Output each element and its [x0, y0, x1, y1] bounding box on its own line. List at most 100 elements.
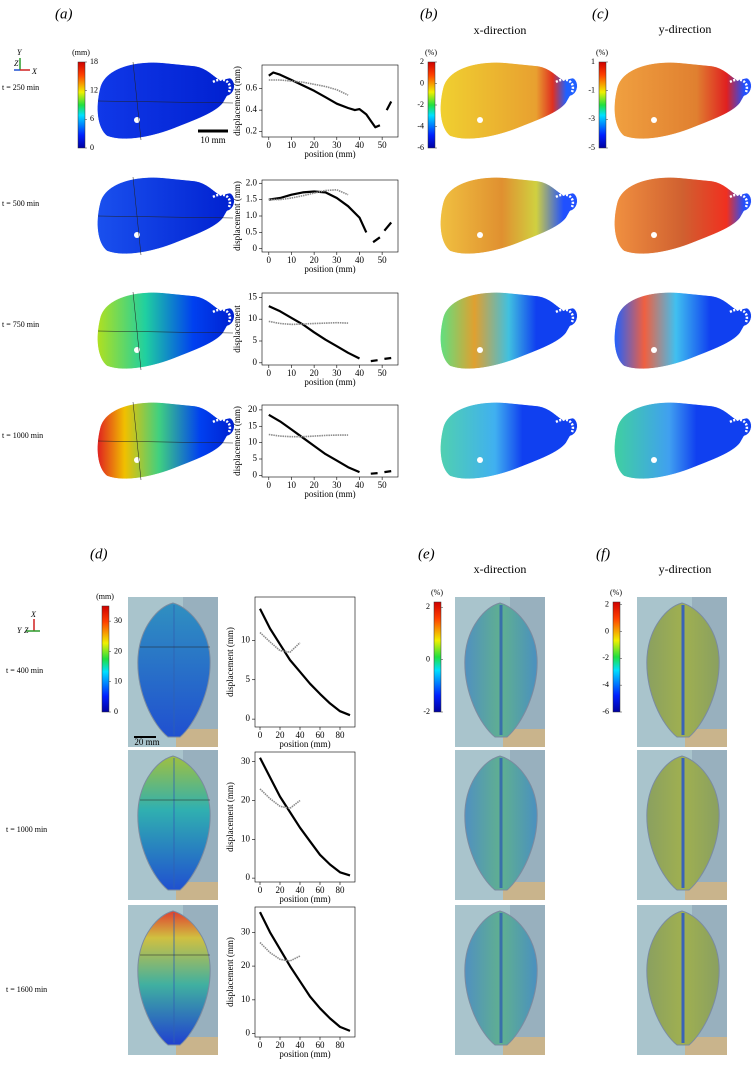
x-tick-label: 60: [316, 1040, 326, 1050]
x-tick-label: 10: [287, 140, 297, 150]
colorbar-tick-label: 0: [426, 654, 430, 663]
y-tick-label: 10: [248, 313, 258, 323]
colorbar: [77, 61, 86, 149]
data-line: [268, 71, 393, 129]
map-surface: [614, 62, 752, 140]
x-tick-label: 0: [258, 1040, 263, 1050]
colorbar-tick-label: -2: [417, 100, 424, 109]
wood-block: [685, 882, 727, 900]
axis-indicator-label: Z: [14, 59, 19, 68]
panel-label: (d): [90, 546, 108, 562]
map-hole: [134, 347, 140, 353]
x-tick-label: 60: [316, 730, 326, 740]
y-tick-label: 0.6: [246, 83, 258, 93]
map-surface: [440, 402, 578, 480]
time-label: t = 500 min: [2, 199, 39, 208]
scale-bar-label: 10 mm: [200, 135, 225, 145]
map-surface: [97, 402, 235, 480]
x-tick-label: 30: [332, 480, 342, 490]
map-surface: [614, 292, 752, 370]
x-tick-label: 40: [355, 368, 365, 378]
y-tick-label: 10: [241, 634, 251, 644]
map-surface: [97, 62, 235, 140]
x-tick-label: 30: [332, 368, 342, 378]
x-axis-label: position (mm): [279, 1049, 330, 1059]
map-hole: [651, 457, 657, 463]
field-map: [440, 177, 578, 255]
wood-block: [176, 882, 218, 900]
wood-block: [503, 729, 545, 747]
y-tick-label: 5: [253, 335, 258, 345]
x-tick-label: 10: [287, 255, 297, 265]
colorbar-unit: (%): [610, 588, 622, 597]
colorbar-unit: (%): [596, 48, 608, 57]
map-hole: [477, 457, 483, 463]
field-map: [97, 291, 235, 371]
leaf-image: [128, 905, 218, 1055]
y-axis-label: displacement (mm): [225, 627, 235, 697]
leaf-image: [637, 597, 727, 747]
y-axis-label: displacement: [232, 305, 242, 353]
colorbar-tick-label: 2: [426, 602, 430, 611]
y-tick-label: 0: [253, 469, 258, 479]
leaf-image: [637, 905, 727, 1055]
plot-frame: [261, 292, 399, 366]
y-tick-label: 10: [248, 437, 258, 447]
panel-label: (b): [420, 6, 438, 22]
plot-frame: [254, 906, 356, 1038]
plot-frame: [254, 596, 356, 728]
colorbar-tick-label: -4: [417, 121, 424, 130]
time-label: t = 250 min: [2, 83, 39, 92]
colorbar-unit: (mm): [72, 48, 90, 57]
x-tick-label: 50: [378, 255, 388, 265]
y-tick-label: 1.5: [246, 194, 258, 204]
map-section-line: [97, 215, 234, 219]
leaf-image: [455, 905, 545, 1055]
data-line: [268, 305, 392, 363]
colorbar-tick-label: -4: [602, 680, 609, 689]
plot-frame: [254, 751, 356, 883]
time-label: t = 1600 min: [6, 985, 47, 994]
map-section-line: [132, 176, 142, 256]
map-section-line: [97, 100, 234, 104]
y-tick-label: 1.0: [246, 210, 258, 220]
axis-indicator-label: Z: [24, 626, 29, 635]
colorbar-tick-label: -6: [602, 707, 609, 716]
y-tick-label: 20: [241, 795, 251, 805]
field-map: [440, 402, 578, 480]
plot-frame: [261, 64, 399, 138]
data-line: [268, 320, 349, 326]
colorbar-tick-label: -1: [588, 85, 595, 94]
axis-indicator-label: X: [31, 67, 38, 76]
leaf-image: [455, 597, 545, 747]
x-tick-label: 50: [378, 480, 388, 490]
data-line: [268, 413, 392, 475]
leaf-image: [128, 750, 218, 900]
colorbar-tick-label: 2: [420, 57, 424, 66]
y-tick-label: 0: [246, 1028, 251, 1038]
colorbar-tick-label: -2: [423, 707, 430, 716]
x-tick-label: 80: [336, 885, 346, 895]
field-map: [440, 62, 578, 140]
wood-block: [503, 882, 545, 900]
x-tick-label: 20: [310, 480, 320, 490]
x-tick-label: 0: [258, 885, 263, 895]
x-axis-label: position (mm): [304, 489, 355, 499]
data-line: [259, 608, 351, 717]
y-tick-label: 0.4: [246, 104, 258, 114]
field-map: [614, 177, 752, 255]
colorbar-tick-label: 12: [90, 85, 98, 94]
colorbar-tick-label: -2: [602, 653, 609, 662]
y-tick-label: 0.2: [246, 126, 257, 136]
field-map: [614, 402, 752, 480]
map-hole: [477, 347, 483, 353]
y-axis-label: displacement (mm): [232, 181, 242, 251]
x-tick-label: 10: [287, 480, 297, 490]
axis-indicator-label: Y: [17, 626, 23, 635]
x-tick-label: 30: [332, 140, 342, 150]
y-tick-label: 30: [241, 756, 251, 766]
colorbar: [598, 61, 607, 149]
map-hole: [134, 232, 140, 238]
y-tick-label: 10: [241, 833, 251, 843]
colorbar-unit: (%): [431, 588, 443, 597]
